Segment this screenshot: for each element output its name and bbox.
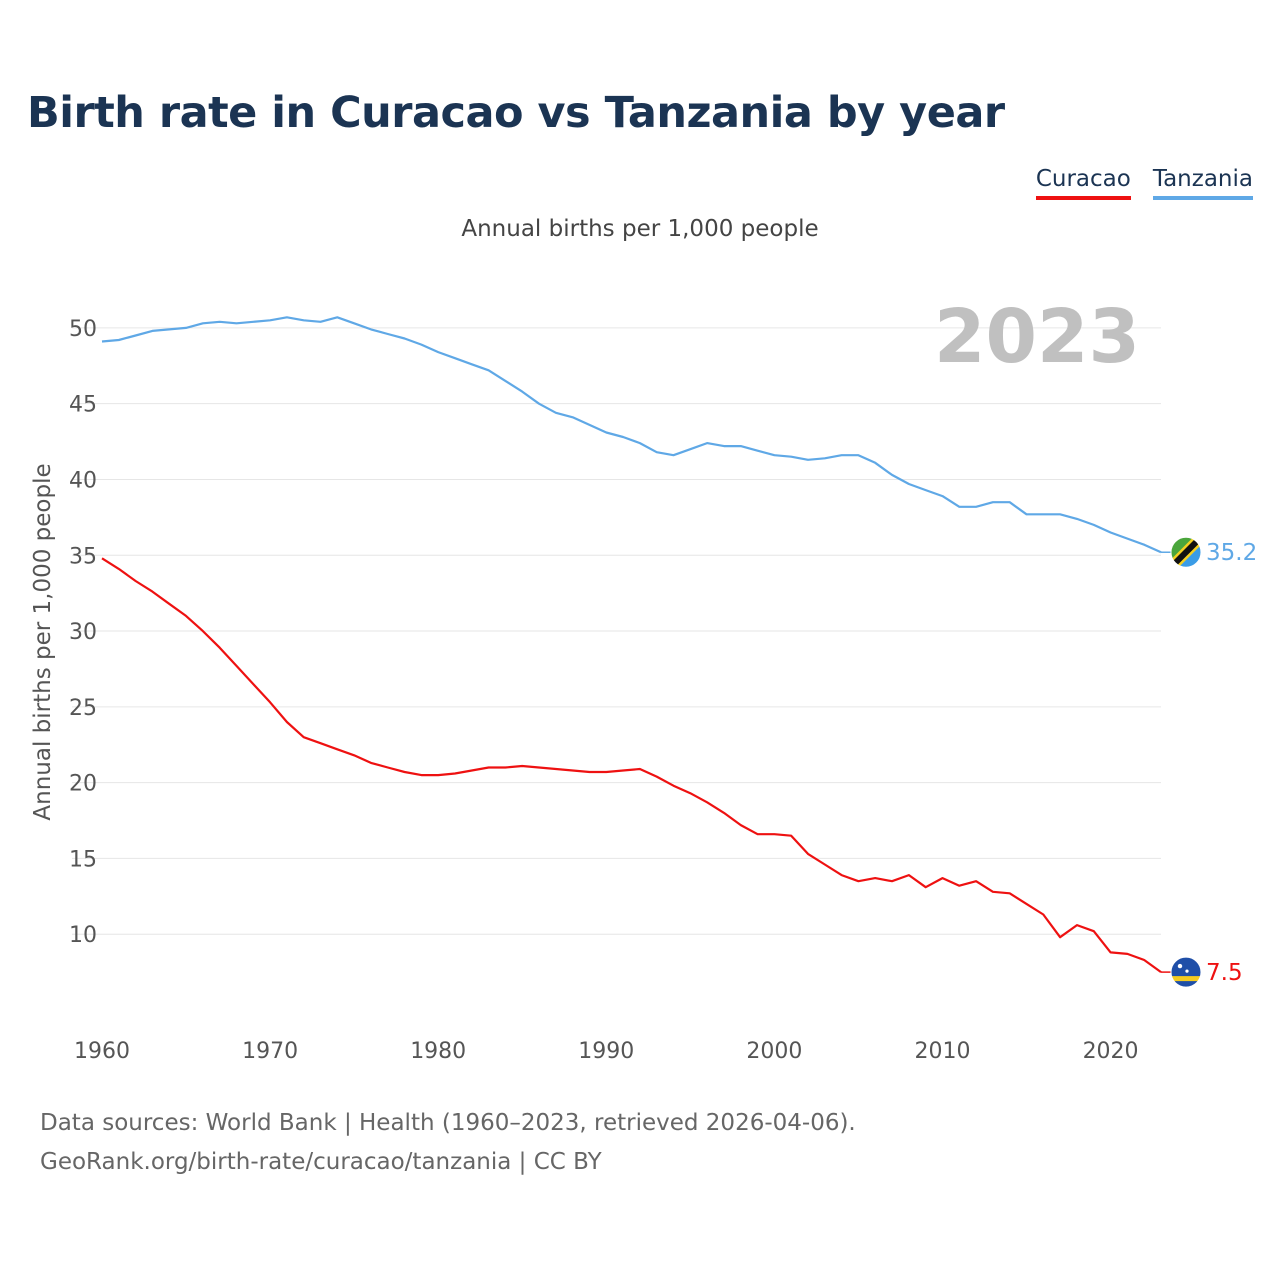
series-line-curacao	[101, 557, 1162, 973]
x-tick-label: 1970	[242, 1039, 298, 1064]
x-tick-label: 2020	[1083, 1039, 1139, 1064]
x-tick-label: 1990	[578, 1039, 634, 1064]
y-tick-label: 10	[69, 923, 97, 948]
x-tick-label: 2010	[914, 1039, 970, 1064]
y-tick-label: 35	[69, 544, 97, 569]
y-tick-label: 50	[69, 317, 97, 342]
end-value-label-tanzania: 35.2	[1206, 540, 1257, 566]
end-value-label-curacao: 7.5	[1206, 960, 1243, 986]
y-tick-label: 15	[69, 847, 97, 872]
flag-tanzania-icon	[1170, 536, 1202, 568]
x-tick-label: 1980	[410, 1039, 466, 1064]
footer: Data sources: World Bank | Health (1960–…	[40, 1104, 856, 1182]
y-tick-label: 20	[69, 772, 97, 797]
legend-item-tanzania[interactable]: Tanzania	[1152, 164, 1253, 200]
x-tick-label: 1960	[74, 1039, 130, 1064]
chart-subtitle: Annual births per 1,000 people	[461, 216, 819, 242]
y-tick-label: 25	[69, 696, 97, 721]
y-tick-label: 40	[69, 468, 97, 493]
legend: Curacao Tanzania	[1035, 164, 1253, 200]
page-title: Birth rate in Curacao vs Tanzania by yea…	[27, 88, 1005, 138]
y-tick-label: 30	[69, 620, 97, 645]
y-axis-label: Annual births per 1,000 people	[30, 463, 56, 820]
series-line-tanzania	[101, 316, 1162, 554]
source-link[interactable]: GeoRank.org/birth-rate/curacao/tanzania …	[40, 1149, 602, 1175]
x-tick-label: 2000	[746, 1039, 802, 1064]
y-tick-label: 45	[69, 393, 97, 418]
year-watermark: 2023	[934, 294, 1140, 380]
source-note: Data sources: World Bank | Health (1960–…	[40, 1110, 856, 1136]
legend-item-curacao[interactable]: Curacao	[1035, 164, 1131, 200]
flag-curacao-icon	[1170, 956, 1202, 988]
